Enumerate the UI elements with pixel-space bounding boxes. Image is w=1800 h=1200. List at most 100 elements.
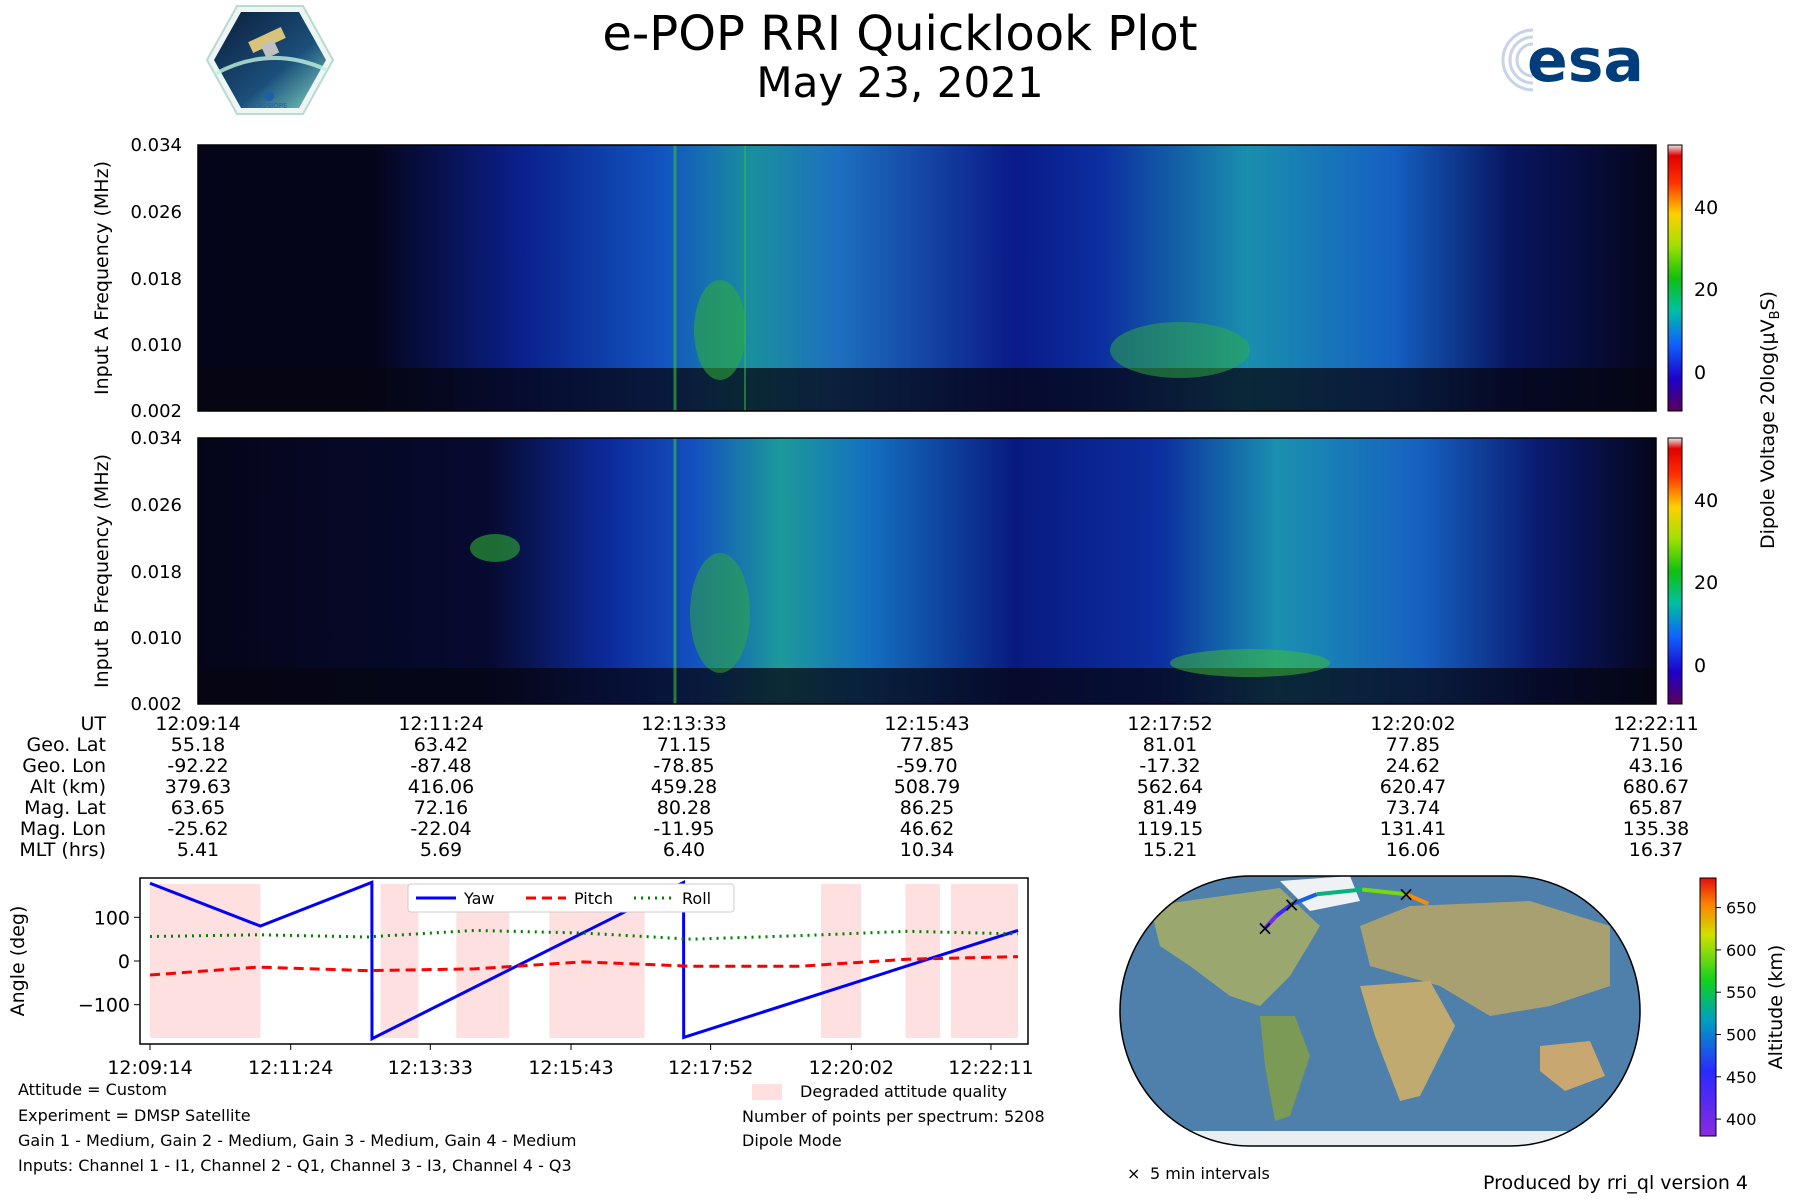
- altitude-tick-label: 450: [1726, 1068, 1757, 1087]
- footer-dipole: Dipole Mode: [742, 1131, 842, 1150]
- five-min-marker: ×: [1398, 882, 1415, 906]
- table-cell: -17.32: [1139, 755, 1200, 777]
- esa-logo: esa: [1501, 26, 1644, 96]
- five-min-marker: ×: [1283, 892, 1300, 916]
- degraded-legend-swatch: [752, 1084, 782, 1100]
- table-cell: 12:20:02: [1370, 713, 1455, 735]
- altitude-colorbar-label: Altitude (km): [1765, 945, 1787, 1070]
- table-cell: -22.04: [410, 818, 471, 840]
- esa-logo-text: esa: [1527, 26, 1644, 96]
- table-cell: 65.87: [1629, 797, 1683, 819]
- colorbar-tick-label: 0: [1694, 655, 1706, 677]
- australia-land: [1540, 1041, 1605, 1091]
- y-tick-label: 0: [118, 951, 130, 973]
- x-tick-label: 12:13:33: [388, 1057, 473, 1079]
- table-row-label: Alt (km): [30, 776, 106, 798]
- colorbar-tick-label: 40: [1694, 490, 1718, 512]
- orbit-track-segment: [1290, 892, 1318, 907]
- table-cell: -11.95: [653, 818, 714, 840]
- figure-subtitle: May 23, 2021: [756, 58, 1044, 107]
- y-tick-label: 0.026: [130, 202, 182, 223]
- colorbar-tick-label: 20: [1694, 572, 1718, 594]
- produced-by-label: Produced by rri_ql version 4: [1483, 1172, 1748, 1194]
- x-tick-label: 12:15:43: [528, 1057, 613, 1079]
- x-tick-label: 12:20:02: [809, 1057, 894, 1079]
- table-cell: 80.28: [657, 797, 711, 819]
- table-cell: -78.85: [653, 755, 714, 777]
- table-cell: 680.67: [1623, 776, 1689, 798]
- attitude-legend: Yaw Pitch Roll: [407, 883, 735, 913]
- footer-experiment: Experiment = DMSP Satellite: [18, 1106, 251, 1125]
- table-cell: 12:13:33: [641, 713, 726, 735]
- table-cell: 24.62: [1386, 755, 1440, 777]
- series-pitch: [149, 955, 1019, 977]
- table-cell: 416.06: [408, 776, 474, 798]
- table-cell: 562.64: [1137, 776, 1203, 798]
- table-cell: 379.63: [165, 776, 231, 798]
- colorbar-a-ticks: 0 20 40: [1694, 197, 1718, 384]
- legend-label: Yaw: [463, 889, 494, 908]
- series-yaw: [149, 879, 1019, 1042]
- table-cell: 43.16: [1629, 755, 1683, 777]
- table-cell: -25.62: [167, 818, 228, 840]
- legend-label: Pitch: [574, 889, 613, 908]
- y-tick-label: −100: [78, 995, 130, 1017]
- altitude-tick-label: 500: [1726, 1025, 1757, 1044]
- altitude-colorbar-ticks: 400 450 500 550 600 650: [1716, 899, 1757, 1129]
- table-cell: 508.79: [894, 776, 960, 798]
- y-tick-label: 0.010: [130, 335, 182, 356]
- altitude-tick-label: 600: [1726, 941, 1757, 960]
- map-legend-marker: ×: [1127, 1164, 1141, 1183]
- table-cell: -87.48: [410, 755, 471, 777]
- table-cell: 6.40: [663, 839, 705, 861]
- spectrogram-a-y-ticks: 0.002 0.010 0.018 0.026 0.034: [130, 135, 182, 422]
- table-cell: 12:11:24: [398, 713, 483, 735]
- table-cell: 86.25: [900, 797, 954, 819]
- colorbar-tick-label: 20: [1694, 279, 1718, 301]
- table-cell: 73.74: [1386, 797, 1440, 819]
- altitude-tick-label: 550: [1726, 983, 1757, 1002]
- table-row-label: MLT (hrs): [19, 839, 106, 861]
- table-cell: 77.85: [900, 734, 954, 756]
- legend-label: Roll: [682, 889, 711, 908]
- degraded-interval: [821, 884, 862, 1038]
- spectrogram-b-y-ticks: 0.002 0.010 0.018 0.026 0.034: [130, 428, 182, 715]
- table-cell: 55.18: [171, 734, 225, 756]
- table-cell: -59.70: [896, 755, 957, 777]
- altitude-tick-label: 650: [1726, 899, 1757, 918]
- orbit-track-segment: [1361, 887, 1407, 897]
- x-tick-label: 12:17:52: [668, 1057, 753, 1079]
- y-tick-label: 0.026: [130, 495, 182, 516]
- y-tick-label: 100: [94, 907, 130, 929]
- table-cell: 135.38: [1623, 818, 1689, 840]
- table-cell: 63.65: [171, 797, 225, 819]
- table-cell: 5.69: [420, 839, 462, 861]
- footer-attitude: Attitude = Custom: [18, 1080, 167, 1099]
- table-cell: 12:15:43: [884, 713, 969, 735]
- eurasia-land: [1360, 901, 1610, 1016]
- antarctica-land: [1150, 1131, 1610, 1146]
- table-row-label: Mag. Lon: [20, 818, 106, 840]
- orbit-table: UT 12:09:14 12:11:24 12:13:33 12:15:43 12:17:…: [19, 713, 1698, 861]
- table-cell: 16.06: [1386, 839, 1440, 861]
- table-cell: -92.22: [167, 755, 228, 777]
- table-cell: 12:17:52: [1127, 713, 1212, 735]
- orbit-track-segment: [1316, 887, 1363, 897]
- y-tick-label: 0.034: [130, 428, 182, 449]
- table-cell: 77.85: [1386, 734, 1440, 756]
- colorbar-label-tail: S): [1757, 291, 1779, 310]
- five-min-marker: ×: [1257, 916, 1274, 940]
- orbit-track-group: × × ×: [1257, 882, 1430, 940]
- table-cell: 81.01: [1143, 734, 1197, 756]
- spectrogram-a-panel: 0.002 0.010 0.018 0.026 0.034 Input A Fr…: [91, 135, 1718, 422]
- south-america-land: [1260, 1016, 1310, 1121]
- footer-gains: Gain 1 - Medium, Gain 2 - Medium, Gain 3…: [18, 1131, 577, 1150]
- table-row-label: UT: [80, 713, 106, 735]
- colorbar-label-sub: B: [1768, 311, 1783, 320]
- figure-title: e-POP RRI Quicklook Plot: [602, 6, 1198, 62]
- orbit-track-segment: [1263, 914, 1278, 930]
- table-cell: 71.15: [657, 734, 711, 756]
- spectrogram-b-panel: 0.002 0.010 0.018 0.026 0.034 Input B Fr…: [91, 428, 1718, 715]
- y-tick-label: 0.010: [130, 628, 182, 649]
- footer-points: Number of points per spectrum: 5208: [742, 1107, 1045, 1126]
